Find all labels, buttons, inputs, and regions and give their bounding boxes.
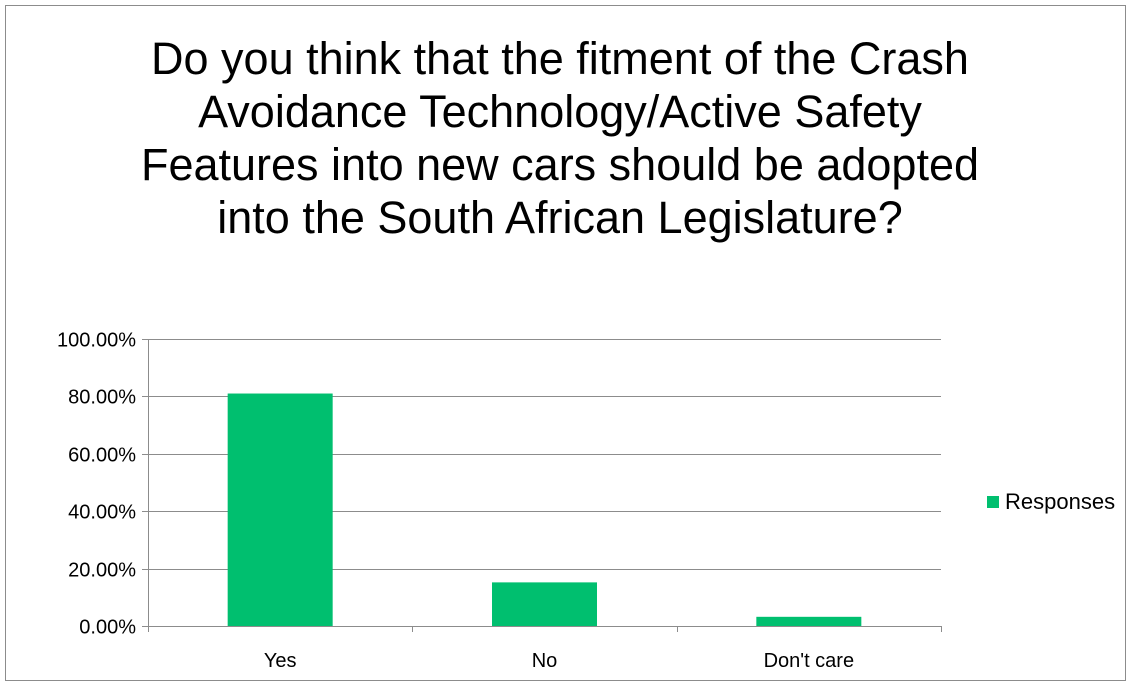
legend-swatch	[987, 496, 999, 508]
x-tick-label: Don't care	[764, 650, 855, 672]
y-tick-label: 100.00%	[57, 330, 136, 352]
legend: Responses	[987, 489, 1115, 515]
y-tick-label: 80.00%	[68, 387, 136, 409]
bar	[756, 616, 862, 626]
legend-label: Responses	[1005, 489, 1116, 514]
y-tick-label: 0.00%	[79, 617, 136, 639]
x-tick-label: Yes	[264, 650, 297, 672]
bar	[227, 393, 333, 626]
y-tick-label: 20.00%	[68, 560, 136, 582]
bar	[492, 582, 597, 626]
chart-frame	[5, 5, 1126, 681]
x-tick-label: No	[532, 650, 558, 672]
y-tick-label: 40.00%	[68, 502, 136, 524]
chart-title: Do you think that the fitment of the Cra…	[140, 33, 980, 243]
y-tick-label: 60.00%	[68, 445, 136, 467]
